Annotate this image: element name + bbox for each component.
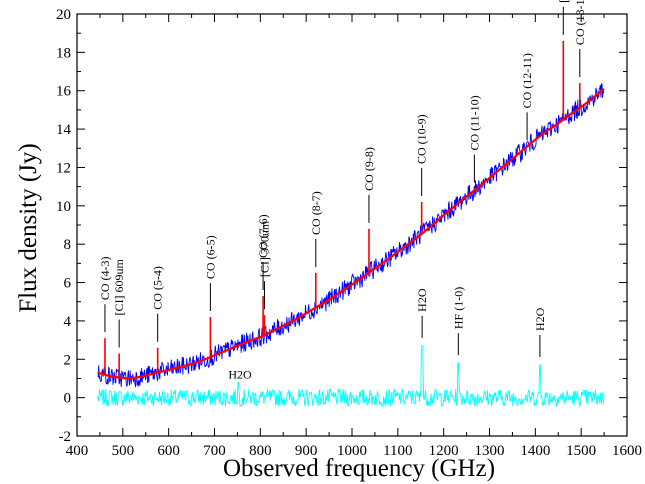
- line-label: CO (7-6): [256, 214, 270, 258]
- model-series: [97, 87, 605, 380]
- line-label: CO (9-8): [362, 147, 376, 191]
- line-label: CO (11-10): [467, 95, 481, 150]
- x-tick-label: 1500: [566, 443, 596, 459]
- y-tick-label: 18: [56, 45, 71, 61]
- x-tick-label: 1200: [429, 443, 459, 459]
- x-tick-label: 1600: [612, 443, 642, 459]
- line-label: CO (5-4): [151, 266, 165, 310]
- axis-ticks: 400 500 600 700 800 900 1000 1100 1200 1300 1400 15…: [56, 7, 642, 459]
- line-label: [CI] 370um: [257, 220, 271, 277]
- residual-line-label: H2O: [415, 288, 429, 312]
- observed-series: [97, 82, 605, 388]
- x-tick-label: 700: [203, 443, 226, 459]
- spectral-line-features: [104, 40, 581, 378]
- line-annotations: CO (4-3) [CI] 609um CO (5-4) CO (6-5) CO (7-…: [98, 0, 587, 381]
- y-tick-label: 0: [64, 391, 72, 407]
- residual-line-label: H2O: [533, 307, 547, 331]
- y-tick-label: 16: [56, 84, 72, 100]
- model-line: [97, 87, 605, 380]
- y-tick-label: 20: [56, 7, 71, 23]
- x-tick-label: 400: [66, 443, 89, 459]
- line-label: [NII] 205um: [556, 0, 570, 3]
- y-tick-label: 10: [56, 199, 71, 215]
- x-tick-label: 800: [249, 443, 272, 459]
- y-tick-label: -2: [59, 429, 72, 445]
- observed-line: [97, 82, 605, 388]
- residual-line: [97, 345, 605, 408]
- line-label: CO (12-11): [520, 53, 534, 108]
- y-axis-label: Flux density (Jy): [15, 143, 42, 312]
- line-label: CO (6-5): [203, 235, 217, 279]
- residual-line-label: HF (1-0): [451, 287, 465, 329]
- x-tick-label: 500: [112, 443, 135, 459]
- y-tick-label: 4: [64, 314, 72, 330]
- x-axis-label: Observed frequency (GHz): [223, 455, 495, 482]
- y-tick-label: 14: [56, 122, 72, 138]
- y-tick-label: 6: [64, 276, 72, 292]
- x-tick-label: 1300: [475, 443, 505, 459]
- line-label: CO (13-12): [573, 0, 587, 45]
- x-tick-label: 1100: [383, 443, 412, 459]
- x-tick-label: 900: [295, 443, 318, 459]
- y-tick-label: 12: [56, 160, 71, 176]
- line-label: CO (4-3): [98, 257, 112, 301]
- line-label: CO (10-9): [415, 114, 429, 164]
- x-tick-label: 1000: [337, 443, 367, 459]
- x-tick-label: 1400: [520, 443, 550, 459]
- residual-line-label: H2O: [228, 367, 252, 381]
- residual-series: [97, 345, 605, 408]
- y-tick-label: 8: [64, 237, 72, 253]
- x-tick-label: 600: [157, 443, 180, 459]
- line-label: [CI] 609um: [112, 259, 126, 316]
- line-label: CO (8-7): [309, 191, 323, 235]
- y-tick-label: 2: [64, 352, 72, 368]
